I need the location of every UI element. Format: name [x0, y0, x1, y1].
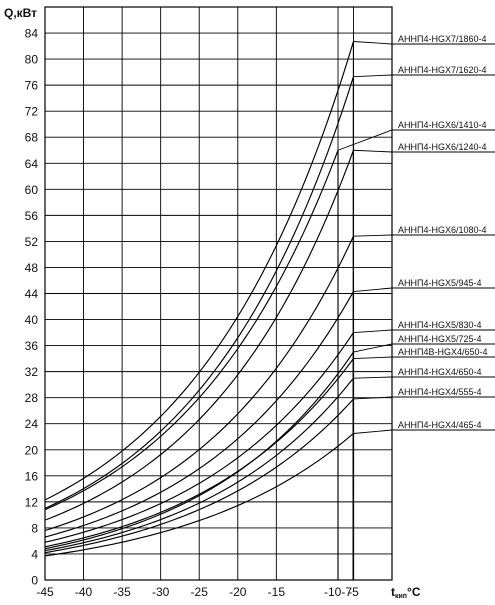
series-label: АННП4-HGX5/830-4 — [398, 320, 482, 330]
series-curve — [44, 376, 355, 580]
series-label: АННП4-HGX6/1080-4 — [398, 225, 487, 235]
label-leader-line — [353, 234, 495, 237]
label-leader-line — [353, 356, 495, 360]
y-tick-label: 4 — [31, 547, 38, 561]
series-curve — [44, 432, 355, 580]
series-label: АННП4-HGX6/1410-4 — [398, 120, 487, 130]
series-label: АННП4-HGX7/1620-4 — [398, 65, 487, 75]
series-curve — [44, 235, 355, 580]
series-labels: АННП4-HGX7/1860-4 АННП4-HGX7/1620-4 АННП4-… — [398, 34, 488, 430]
y-tick-label: 48 — [25, 261, 39, 275]
series-curve — [44, 330, 355, 580]
y-tick-label: 64 — [25, 157, 39, 171]
x-tick-label: -25 — [191, 585, 209, 599]
series-curve — [44, 289, 355, 580]
y-tick-label: 40 — [25, 313, 39, 327]
y-tick-label: 0 — [31, 574, 38, 588]
x-tick-label: -30 — [152, 585, 170, 599]
y-tick-label: 68 — [25, 131, 39, 145]
y-tick-label: 80 — [25, 53, 39, 67]
series-label: АННП4-HGX5/725-4 — [398, 334, 482, 344]
x-tick-label: -35 — [113, 585, 131, 599]
series-curves — [44, 41, 355, 580]
series-label: АННП4В-HGX4/650-4 — [398, 347, 488, 357]
tick-labels: 0481216202428323640444852566064687276808… — [25, 27, 359, 599]
series-label: АННП4-HGX6/1240-4 — [398, 142, 487, 152]
y-tick-label: 24 — [25, 417, 39, 431]
x-tick-label: -15 — [268, 585, 286, 599]
y-tick-label: 28 — [25, 391, 39, 405]
y-tick-label: 52 — [25, 235, 39, 249]
series-label: АННП4-HGX4/555-4 — [398, 387, 482, 397]
y-axis-label: Q,кВт — [4, 6, 37, 20]
series-curve — [44, 350, 355, 580]
series-curve — [44, 397, 355, 580]
y-tick-label: 36 — [25, 339, 39, 353]
plot-frame — [44, 6, 393, 581]
series-curve — [44, 76, 355, 580]
series-label: АННП4-HGX4/650-4 — [398, 367, 482, 377]
y-tick-label: 32 — [25, 365, 39, 379]
y-tick-label: 12 — [25, 495, 39, 509]
label-leader-line — [353, 329, 495, 334]
x-axis-label-subscript: кип — [395, 593, 407, 600]
y-tick-label: 8 — [31, 521, 38, 535]
series-curve — [44, 150, 339, 580]
x-tick-label: -10-7 — [324, 585, 352, 599]
series-curve — [44, 150, 355, 580]
y-tick-label: 20 — [25, 443, 39, 457]
label-leader-line — [353, 376, 495, 379]
y-tick-label: 60 — [25, 183, 39, 197]
x-axis-label-main: t — [391, 585, 395, 599]
y-tick-label: 84 — [25, 27, 39, 41]
label-leader-line — [353, 287, 495, 292]
series-curve — [44, 356, 355, 580]
x-tick-label: -40 — [75, 585, 93, 599]
label-leader-line — [353, 74, 495, 78]
y-tick-label: 44 — [25, 287, 39, 301]
x-tick-label: -45 — [36, 585, 54, 599]
y-tick-label: 76 — [25, 79, 39, 93]
series-curve — [44, 41, 355, 580]
y-tick-label: 72 — [25, 105, 39, 119]
series-label: АННП4-HGX7/1860-4 — [398, 34, 487, 44]
x-tick-label: -5 — [348, 585, 359, 599]
grid-lines — [45, 7, 392, 580]
y-tick-label: 56 — [25, 209, 39, 223]
series-label: АННП4-HGX4/465-4 — [398, 420, 482, 430]
label-leader-line — [353, 429, 495, 434]
x-axis-label: tкип°C — [391, 585, 421, 600]
x-axis-label-unit: °C — [407, 585, 421, 599]
x-tick-label: -20 — [229, 585, 247, 599]
y-tick-label: 16 — [25, 469, 39, 483]
series-label: АННП4-HGX5/945-4 — [398, 278, 482, 288]
